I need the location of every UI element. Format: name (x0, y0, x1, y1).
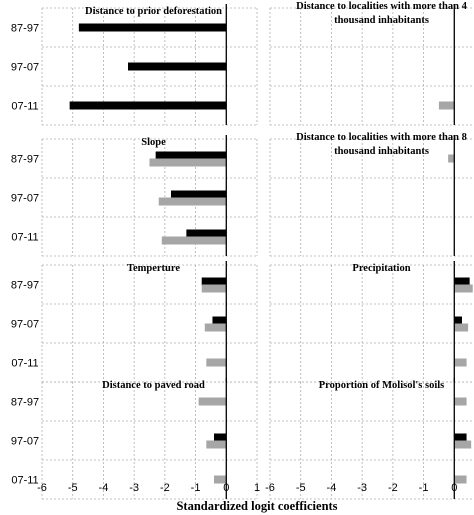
x-tick-label: -2 (160, 482, 170, 494)
x-tick-label: 0 (451, 482, 457, 494)
panel-title: thousand inhabitants (334, 146, 429, 157)
panel-title: Proportion of Molisol's soils (319, 380, 445, 391)
bar-light-p4-r1 (448, 154, 455, 163)
bar-light-p5-r2 (204, 323, 227, 332)
panel-title: Precipitation (352, 263, 410, 274)
row-label: 87-97 (11, 280, 39, 292)
x-tick-label: -1 (419, 482, 429, 494)
x-tick-label: -6 (37, 482, 47, 494)
row-label: 07-11 (11, 232, 38, 244)
x-tick-label: -1 (191, 482, 201, 494)
bar-dark-p5-r1 (201, 277, 227, 286)
panel-title: thousand inhabitants (334, 15, 429, 26)
bar-light-p8-r3 (454, 475, 467, 484)
panel-title: Distance to prior deforestation (85, 6, 222, 17)
panel-3: Slope (41, 135, 258, 257)
row-label: 87-97 (11, 23, 39, 35)
bar-dark-p3-r2 (171, 190, 227, 199)
row-label: 87-97 (11, 397, 39, 409)
row-label: 97-07 (11, 193, 39, 205)
panel-title: Temperture (127, 263, 180, 274)
row-label: 97-07 (11, 436, 39, 448)
panel-title: Distance to localities with more than 8 (296, 132, 467, 143)
bar-dark-p7-r2 (214, 433, 227, 442)
bar-light-p7-r3 (214, 475, 227, 484)
bar-light-p3-r1 (149, 158, 227, 167)
row-label: 97-07 (11, 319, 39, 331)
row-label: 87-97 (11, 154, 39, 166)
x-tick-label: -4 (99, 482, 109, 494)
x-tick-label: -6 (265, 482, 275, 494)
panel-5: Temperture (41, 261, 258, 383)
row-label: 07-11 (11, 475, 38, 487)
panel-2: Distance to localities with more than 4 t… (269, 1, 474, 126)
bar-light-p7-r1 (198, 397, 227, 406)
row-label: 07-11 (11, 358, 38, 370)
x-axis-label: Standardized logit coefficients (176, 499, 337, 513)
x-tick-label: -5 (296, 482, 306, 494)
panel-7: Distance to paved road (41, 378, 258, 500)
panel-title: Distance to paved road (102, 380, 205, 391)
bar-dark-p8-r2 (454, 433, 467, 442)
bar-light-p3-r2 (158, 197, 227, 206)
bar-light-p6-r2 (454, 323, 469, 332)
row-label: 07-11 (11, 101, 38, 113)
x-tick-label: -3 (357, 482, 367, 494)
bar-light-p3-r3 (161, 236, 227, 245)
panel-4: Distance to localities with more than 8 t… (269, 132, 474, 257)
panel-6: Precipitation (269, 261, 474, 383)
bar-dark-p3-r1 (155, 151, 227, 160)
x-tick-label: -2 (388, 482, 398, 494)
bar-light-p2-r3 (438, 101, 455, 110)
bar-dark-p6-r2 (454, 316, 462, 325)
panel-8: Proportion of Molisol's soils (269, 378, 474, 500)
x-tick-label: -3 (129, 482, 139, 494)
x-tick-label: -4 (327, 482, 337, 494)
bar-dark-p6-r1 (454, 277, 470, 286)
bar-dark-p1-r2 (128, 62, 227, 71)
bar-dark-p3-r3 (186, 229, 227, 238)
panel-title: Slope (141, 137, 166, 148)
x-tick-label: -5 (68, 482, 78, 494)
bar-light-p7-r2 (206, 440, 227, 449)
panel-title: Distance to localities with more than 4 (296, 1, 467, 12)
panel-1: Distance to prior deforestation (41, 4, 258, 126)
bar-light-p8-r2 (454, 440, 472, 449)
bar-light-p6-r3 (454, 358, 467, 367)
bar-dark-p1-r1 (78, 23, 227, 32)
bar-light-p8-r1 (454, 397, 467, 406)
bar-dark-p5-r2 (212, 316, 227, 325)
bar-light-p5-r3 (206, 358, 227, 367)
x-tick-label: 1 (254, 482, 260, 494)
bar-light-p5-r1 (201, 284, 227, 293)
bar-light-p6-r1 (454, 284, 473, 293)
bar-dark-p1-r3 (69, 101, 227, 110)
row-label: 97-07 (11, 62, 39, 74)
x-tick-label: 0 (223, 482, 229, 494)
